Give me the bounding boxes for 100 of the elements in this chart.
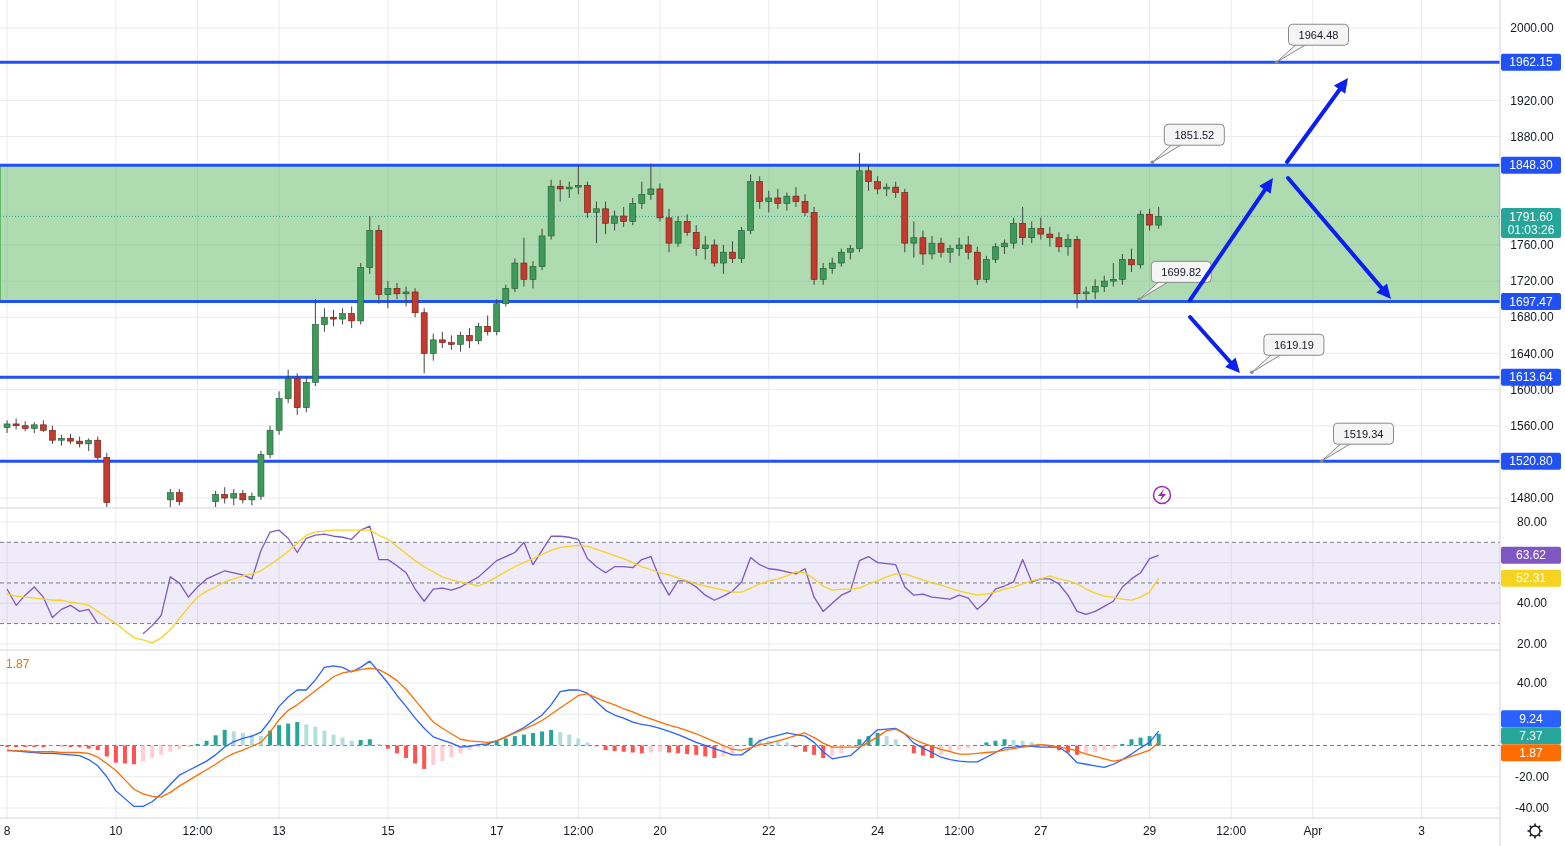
x-tick-label: 13 bbox=[272, 824, 287, 839]
bar bbox=[639, 745, 644, 754]
bar bbox=[358, 740, 363, 746]
candlestick bbox=[475, 322, 482, 345]
bar bbox=[784, 742, 789, 746]
ref-line-label: 1697.47 bbox=[1509, 294, 1554, 309]
candlestick bbox=[411, 287, 419, 318]
y-tick-label: 40.00 bbox=[1516, 596, 1548, 611]
x-tick-label: 15 bbox=[381, 824, 395, 839]
x-tick-label: 24 bbox=[870, 824, 885, 839]
bar bbox=[603, 745, 608, 751]
x-tick-label: 12:00 bbox=[1216, 824, 1247, 839]
candlestick bbox=[692, 224, 700, 257]
bar bbox=[159, 745, 164, 755]
bar bbox=[322, 730, 327, 746]
x-tick-label: Apr bbox=[1303, 824, 1323, 839]
y-tick-label: 1880.00 bbox=[1510, 129, 1555, 144]
ref-line-label: 1520.80 bbox=[1509, 454, 1554, 469]
callout: 1619.19 bbox=[1250, 333, 1325, 375]
bar bbox=[893, 739, 898, 746]
bar bbox=[957, 745, 962, 751]
bar bbox=[422, 745, 427, 769]
candlestick bbox=[620, 206, 627, 228]
x-tick-label: 8 bbox=[3, 824, 11, 839]
bar bbox=[667, 745, 672, 753]
bar bbox=[1011, 740, 1016, 746]
bar bbox=[512, 736, 517, 746]
bar bbox=[549, 729, 554, 746]
bar bbox=[331, 734, 336, 746]
candlestick bbox=[874, 175, 881, 195]
annotation: 1619.19 bbox=[1274, 338, 1314, 351]
candlestick bbox=[1010, 217, 1017, 250]
bar bbox=[286, 723, 291, 746]
bar bbox=[95, 745, 100, 751]
bar bbox=[277, 725, 282, 746]
candlestick bbox=[992, 242, 999, 264]
bar bbox=[676, 745, 681, 754]
candlestick bbox=[701, 235, 709, 260]
candlestick bbox=[1146, 208, 1153, 231]
bar bbox=[1002, 739, 1007, 746]
bar bbox=[449, 745, 454, 758]
bar bbox=[213, 735, 218, 746]
x-tick-label: 12:00 bbox=[563, 824, 594, 839]
bar bbox=[231, 731, 236, 746]
candlestick bbox=[910, 220, 918, 259]
bar bbox=[132, 745, 137, 765]
bar bbox=[694, 745, 699, 755]
candlestick bbox=[1064, 233, 1072, 257]
candlestick bbox=[429, 333, 437, 362]
bar bbox=[748, 737, 753, 746]
bar bbox=[367, 739, 372, 746]
x-tick-label: 12:00 bbox=[944, 824, 975, 839]
bar bbox=[612, 745, 617, 751]
bar bbox=[1138, 737, 1143, 746]
price-tags: 63.62 52.31 bbox=[1501, 546, 1561, 587]
ref-line-label: 1613.64 bbox=[1509, 370, 1554, 385]
candlestick bbox=[593, 201, 600, 244]
candlestick bbox=[602, 201, 609, 235]
x-tick-label: 17 bbox=[490, 824, 504, 839]
y-tick-label: 1640.00 bbox=[1510, 346, 1555, 361]
annotation: 1851.52 bbox=[1174, 128, 1215, 141]
bar bbox=[857, 739, 862, 746]
bar bbox=[295, 722, 300, 746]
candlestick bbox=[575, 164, 582, 195]
candlestick bbox=[629, 197, 637, 226]
bar bbox=[385, 745, 390, 749]
bar bbox=[685, 745, 690, 755]
bar bbox=[304, 724, 309, 746]
bar bbox=[648, 745, 653, 753]
x-tick-label: 3 bbox=[1418, 824, 1426, 839]
bar bbox=[222, 729, 227, 746]
y-tick-label: 1480.00 bbox=[1510, 491, 1555, 506]
y-tick-label: 1560.00 bbox=[1510, 418, 1555, 433]
bar bbox=[177, 745, 182, 750]
candlestick bbox=[611, 210, 618, 231]
price-tags: 9.24 7.37 1.87 bbox=[1501, 710, 1561, 762]
candlestick bbox=[720, 244, 727, 275]
bar bbox=[122, 745, 127, 764]
candlestick bbox=[348, 305, 355, 329]
bar bbox=[150, 745, 155, 758]
candlestick bbox=[774, 188, 782, 210]
candlestick bbox=[865, 164, 872, 192]
bar bbox=[1111, 745, 1116, 749]
annotation: 1699.82 bbox=[1161, 265, 1202, 278]
candlestick bbox=[384, 280, 392, 309]
candlestick bbox=[1091, 278, 1099, 300]
y-tick-label: 1680.00 bbox=[1510, 310, 1555, 325]
ref-line-label: 1848.30 bbox=[1509, 158, 1554, 173]
bar bbox=[313, 726, 318, 746]
bar bbox=[657, 745, 662, 752]
candlestick bbox=[457, 331, 464, 353]
candlestick bbox=[1037, 217, 1045, 241]
bar bbox=[621, 745, 626, 752]
x-tick-label: 22 bbox=[762, 824, 776, 839]
candlestick bbox=[1128, 248, 1135, 273]
bar bbox=[340, 737, 345, 746]
bar bbox=[440, 745, 445, 762]
bar bbox=[884, 736, 889, 746]
ref-line-label: 1962.15 bbox=[1509, 55, 1554, 70]
candlestick bbox=[711, 239, 718, 268]
